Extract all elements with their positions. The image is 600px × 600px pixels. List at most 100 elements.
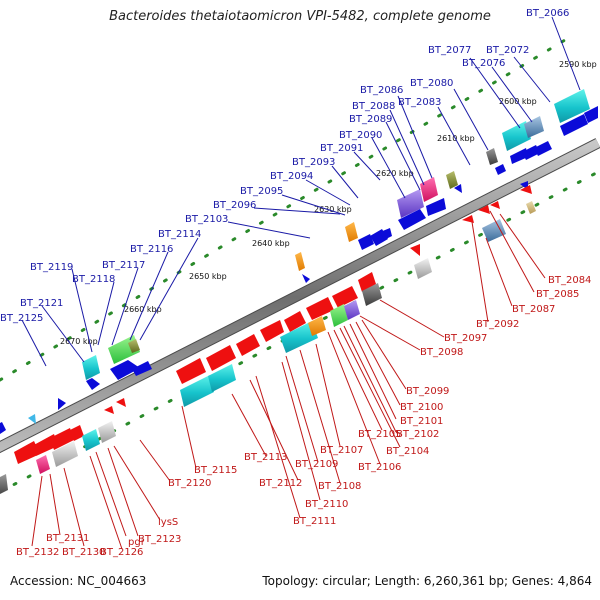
gene-label[interactable]: BT_2094 — [270, 171, 313, 182]
gene-label[interactable]: BT_2115 — [194, 465, 237, 476]
reverse-gene-labels: BT_2084 BT_2085 BT_2087 BT_2092 BT_2097 … — [16, 275, 591, 558]
gene-box — [0, 474, 8, 494]
gene-label[interactable]: BT_2113 — [244, 452, 287, 463]
gene-label[interactable]: BT_2102 — [396, 429, 439, 440]
gene-label[interactable]: BT_2130 — [62, 547, 105, 558]
gene-label[interactable]: BT_2092 — [476, 319, 519, 330]
gene-arrow — [132, 361, 152, 376]
gene-label[interactable]: BT_2126 — [100, 547, 143, 558]
gene-box — [554, 89, 590, 123]
gene-box — [82, 429, 100, 451]
gene-arrow — [358, 272, 376, 292]
gene-label[interactable]: BT_2098 — [420, 347, 463, 358]
gene-label[interactable]: BT_2119 — [30, 262, 73, 273]
gene-label[interactable]: BT_2123 — [138, 534, 181, 545]
gene-box — [482, 219, 506, 242]
gene-label[interactable]: BT_2084 — [548, 275, 591, 286]
gene-label[interactable]: BT_2116 — [130, 244, 173, 255]
gene-label[interactable]: BT_2132 — [16, 547, 59, 558]
gene-label[interactable]: BT_2103 — [185, 214, 228, 225]
gene-arrow — [86, 378, 100, 390]
gene-box — [180, 375, 214, 407]
gene-arrow — [584, 106, 598, 123]
gene-label[interactable]: BT_2076 — [462, 58, 505, 69]
gene-label[interactable]: BT_2099 — [406, 386, 449, 397]
forward-gene-labels: BT_2066 BT_2072 BT_2076 BT_2077 BT_2080 … — [0, 8, 569, 324]
gene-label[interactable]: BT_2066 — [526, 8, 569, 19]
gene-box — [128, 339, 140, 353]
gene-label[interactable]: BT_2106 — [358, 462, 401, 473]
gene-arrow — [206, 345, 236, 371]
gene-arrow — [0, 422, 6, 434]
gene-arrow — [332, 286, 358, 308]
gene-arrow — [110, 360, 140, 380]
gene-label[interactable]: BT_2121 — [20, 298, 63, 309]
gene-arrow — [426, 198, 446, 216]
gene-label[interactable]: lysS — [158, 517, 178, 528]
gene-label[interactable]: BT_2083 — [398, 97, 441, 108]
gene-label[interactable]: BT_2085 — [536, 289, 579, 300]
gene-arrow — [358, 234, 374, 250]
gene-label[interactable]: BT_2125 — [0, 313, 43, 324]
gene-label[interactable]: BT_2088 — [352, 101, 395, 112]
gene-label[interactable]: BT_2096 — [213, 200, 256, 211]
gene-label[interactable]: BT_2111 — [293, 516, 336, 527]
gene-label[interactable]: BT_2108 — [318, 481, 361, 492]
gene-box — [397, 189, 424, 218]
gene-label[interactable]: BT_2104 — [386, 446, 429, 457]
gene-label[interactable]: BT_2107 — [320, 445, 363, 456]
gene-label[interactable]: pgi — [128, 537, 143, 548]
gene-label[interactable]: BT_2118 — [72, 274, 115, 285]
gene-arrow — [380, 228, 392, 240]
gene-label[interactable]: BT_2089 — [349, 114, 392, 125]
gene-label[interactable]: BT_2087 — [512, 304, 555, 315]
gene-label[interactable]: BT_2105 — [358, 429, 401, 440]
reverse-leader-lines — [31, 210, 546, 550]
gene-box — [486, 148, 498, 165]
scale-label: 2640 kbp — [252, 239, 290, 248]
gene-box — [362, 283, 382, 306]
accession-text: Accession: NC_004663 — [10, 574, 147, 588]
gene-arrow — [520, 185, 532, 194]
gene-label[interactable]: BT_2110 — [305, 499, 348, 510]
gene-label[interactable]: BT_2093 — [292, 157, 335, 168]
gene-label[interactable]: BT_2080 — [410, 78, 453, 89]
reverse-strand-genes — [0, 185, 536, 494]
gene-label[interactable]: BT_2086 — [360, 85, 403, 96]
gene-label[interactable]: BT_2095 — [240, 186, 283, 197]
gene-label[interactable]: BT_2117 — [102, 260, 145, 271]
gene-label[interactable]: BT_2097 — [444, 333, 487, 344]
gene-box — [345, 222, 358, 242]
gene-arrow — [50, 428, 74, 450]
gene-box — [36, 455, 50, 474]
gene-label[interactable]: BT_2077 — [428, 45, 471, 56]
gene-arrow — [236, 334, 260, 356]
gene-label[interactable]: BT_2131 — [46, 533, 89, 544]
genome-title: Bacteroides thetaiotaomicron VPI-5482, c… — [109, 9, 491, 24]
gene-box — [330, 304, 348, 327]
scale-label: 2600 kbp — [499, 97, 537, 106]
gene-arrow — [490, 201, 500, 209]
gene-arrow — [495, 164, 506, 175]
gene-label[interactable]: BT_2091 — [320, 143, 363, 154]
gene-box — [344, 300, 360, 320]
gene-box — [52, 441, 78, 467]
gene-arrow — [462, 215, 474, 223]
gene-label[interactable]: BT_2090 — [339, 130, 382, 141]
gene-label[interactable]: BT_2101 — [400, 416, 443, 427]
gene-arrow — [306, 297, 334, 320]
gene-label[interactable]: BT_2072 — [486, 45, 529, 56]
gene-label[interactable]: BT_2114 — [158, 229, 201, 240]
gene-label[interactable]: BT_2112 — [259, 478, 302, 489]
gene-box — [446, 171, 458, 189]
gene-arrow — [116, 398, 126, 407]
gene-arrow — [260, 320, 284, 342]
gene-label[interactable]: BT_2109 — [295, 459, 338, 470]
gene-label[interactable]: BT_2120 — [168, 478, 211, 489]
gene-arrow — [302, 274, 310, 283]
forward-strand-genes — [0, 89, 598, 434]
gene-label[interactable]: BT_2100 — [400, 402, 443, 413]
gene-arrow — [70, 425, 84, 441]
gene-arrow — [28, 414, 36, 424]
gene-arrow — [478, 205, 490, 214]
